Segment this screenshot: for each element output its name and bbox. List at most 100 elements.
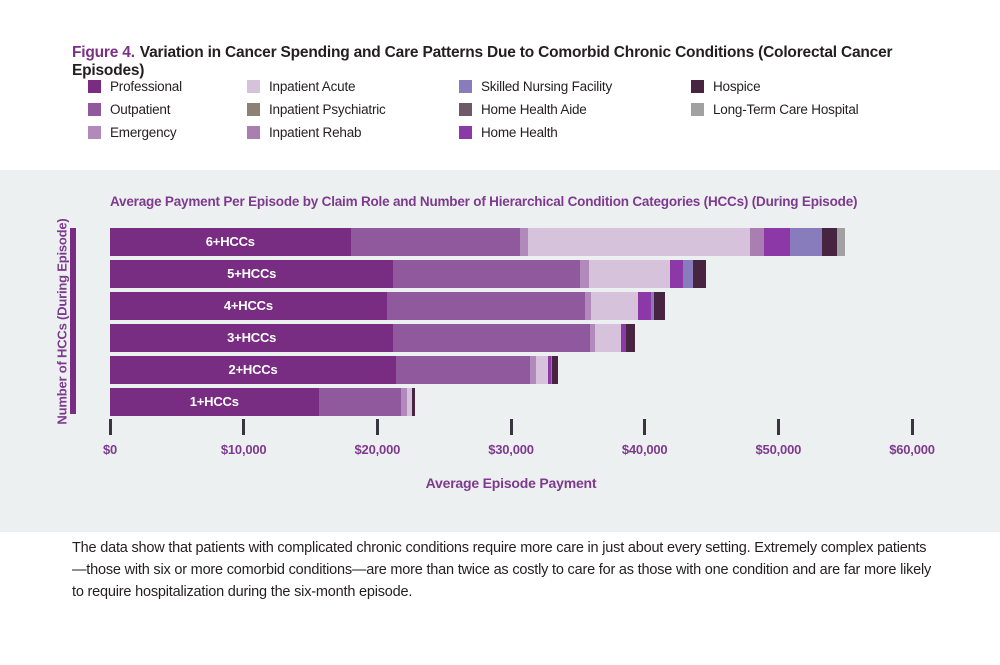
legend-label: Inpatient Rehab [269, 125, 362, 140]
legend-swatch [459, 103, 472, 116]
legend-item: Inpatient Rehab [247, 121, 459, 144]
bar-segment [350, 228, 521, 256]
axis-tick-label: $20,000 [354, 442, 401, 457]
bar-category-label: 5+HCCs [227, 266, 277, 281]
bar-segment [837, 228, 846, 256]
bar-segment [589, 324, 596, 352]
axis-tick [776, 419, 780, 435]
bar-segment [396, 356, 530, 384]
bar-segment [412, 388, 415, 416]
y-axis-rule [70, 228, 76, 414]
bar-segment [670, 260, 684, 288]
bar-segment [393, 260, 581, 288]
axis-tick-label: $10,000 [220, 442, 267, 457]
legend-label: Home Health Aide [481, 102, 587, 117]
legend-label: Skilled Nursing Facility [481, 79, 612, 94]
bar-segment [110, 388, 319, 416]
legend-swatch [247, 103, 260, 116]
legend-item: Professional [88, 75, 247, 98]
legend-item: Inpatient Psychiatric [247, 98, 459, 121]
bar-segment [386, 292, 585, 320]
figure-caption: The data show that patients with complic… [72, 540, 932, 600]
bar-segment [536, 356, 549, 384]
bar-segment [110, 260, 394, 288]
axis-tick [375, 419, 379, 435]
bar-category-label: 1+HCCs [189, 394, 239, 409]
legend-label: Long-Term Care Hospital [713, 102, 859, 117]
bar-segment [591, 292, 638, 320]
bar-segment [548, 356, 552, 384]
legend-item: Inpatient Acute [247, 75, 459, 98]
bar-segment [110, 228, 351, 256]
bar-segment [790, 228, 823, 256]
bar-segment [552, 356, 558, 384]
bar-segment [401, 388, 407, 416]
axis-tick-label: $50,000 [755, 442, 802, 457]
bar-5plus-hccs: 5+HCCs [110, 260, 707, 288]
bar-segment [406, 388, 413, 416]
axis-tick [910, 419, 914, 435]
bar-segment [529, 356, 537, 384]
legend-swatch [247, 126, 260, 139]
legend-label: Inpatient Psychiatric [269, 102, 386, 117]
bar-segment [651, 292, 654, 320]
bar-segment [551, 356, 553, 384]
axis-tick [643, 419, 647, 435]
bar-segment [584, 292, 592, 320]
x-axis-label: Average Episode Payment [425, 475, 597, 491]
legend-swatch [88, 126, 101, 139]
y-axis-label: Number of HCCs (During Episode) [54, 218, 70, 425]
bar-segment [750, 228, 764, 256]
chart-panel: Average Payment Per Episode by Claim Rol… [0, 170, 1000, 532]
figure-number: Figure 4. [72, 44, 135, 61]
bar-segment [763, 228, 791, 256]
bar-3plus-hccs: 3+HCCs [110, 324, 636, 352]
figure-title: Figure 4. Variation in Cancer Spending an… [72, 44, 952, 80]
bar-segment [595, 324, 621, 352]
bar-segment [588, 260, 671, 288]
bar-segment [318, 388, 402, 416]
legend-swatch [88, 80, 101, 93]
bar-segment [110, 292, 387, 320]
legend: Professional Outpatient Emergency Inpatient… [88, 75, 859, 144]
bar-segment [637, 292, 652, 320]
legend-swatch [459, 80, 472, 93]
bar-category-label: 3+HCCs [227, 330, 277, 345]
legend-label: Professional [110, 79, 182, 94]
chart-title: Average Payment Per Episode by Claim Rol… [110, 194, 858, 209]
legend-label: Outpatient [110, 102, 171, 117]
legend-swatch [691, 80, 704, 93]
bar-segment [580, 260, 589, 288]
bar-segment [683, 260, 693, 288]
axis-tick-label: $60,000 [889, 442, 935, 457]
bar-segment [110, 356, 397, 384]
bar-segment [653, 292, 665, 320]
figure-title-text: Variation in Cancer Spending and Care Pa… [72, 44, 893, 79]
bar-segment [528, 228, 751, 256]
legend-label: Inpatient Acute [269, 79, 356, 94]
legend-label: Emergency [110, 125, 177, 140]
bar-1plus-hccs: 1+HCCs [110, 388, 415, 416]
bar-category-label: 4+HCCs [223, 298, 273, 313]
bar-segment [110, 324, 394, 352]
bar-segment [520, 228, 529, 256]
bar-2plus-hccs: 2+HCCs [110, 356, 558, 384]
legend-swatch [459, 126, 472, 139]
legend-item: Hospice [691, 75, 858, 98]
axis-tick-label: $40,000 [621, 442, 668, 457]
legend-swatch [88, 103, 101, 116]
bar-4plus-hccs: 4+HCCs [110, 292, 665, 320]
bar-segment [822, 228, 838, 256]
axis-tick-label: $30,000 [488, 442, 534, 457]
legend-item: Outpatient [88, 98, 247, 121]
bar-category-label: 6+HCCs [205, 234, 255, 249]
bar-segment [393, 324, 590, 352]
bar-category-label: 2+HCCs [228, 362, 278, 377]
bar-segment [620, 324, 626, 352]
axis-tick [509, 419, 513, 435]
legend-label: Hospice [713, 79, 761, 94]
legend-item: Home Health [459, 121, 691, 144]
legend-swatch [247, 80, 260, 93]
legend-label: Home Health [481, 125, 558, 140]
axis-tick [242, 419, 246, 435]
